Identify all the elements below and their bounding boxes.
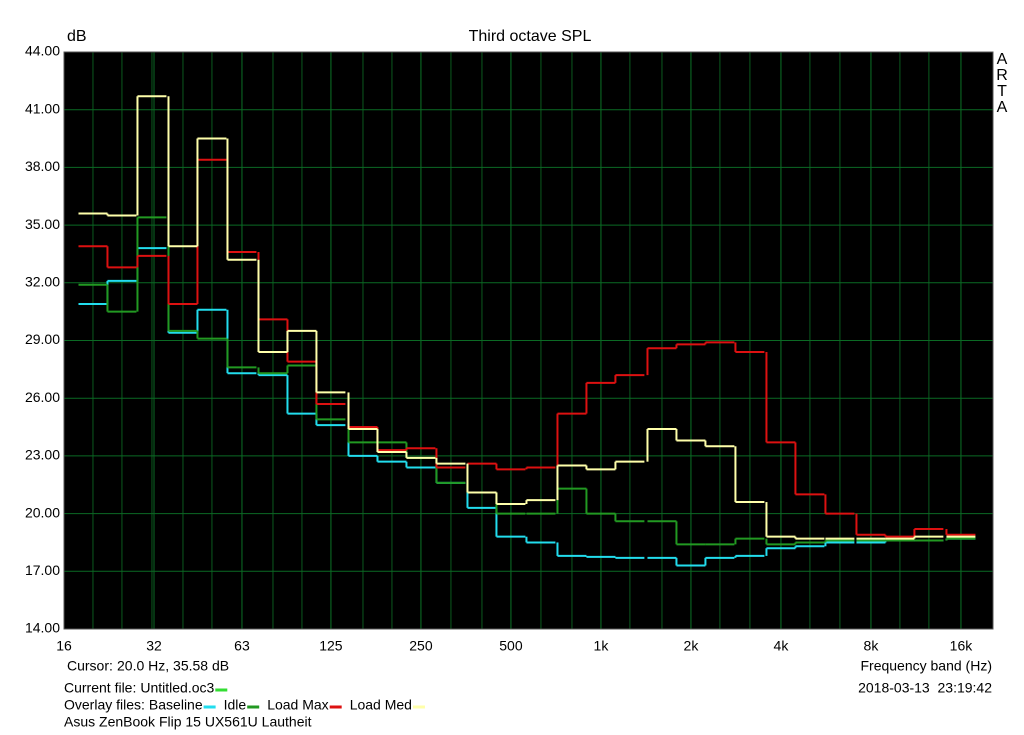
x-tick-label: 4k [774,638,790,654]
y-axis-label: dB [67,28,87,45]
x-tick-label: 500 [499,638,523,654]
x-tick-label: 2k [684,638,700,654]
current-file-name: Untitled.oc3 [140,680,214,696]
chart-title: Third octave SPL [469,28,592,45]
y-tick-label: 29.00 [25,331,60,347]
legend-label: Idle [224,697,247,713]
watermark-letter: A [997,99,1008,116]
x-tick-label: 250 [409,638,433,654]
x-tick-label: 1k [594,638,610,654]
legend-label: Load Med [350,697,412,713]
legend-label: Load Max [267,697,328,713]
x-axis-label: Frequency band (Hz) [860,658,992,674]
x-tick-label: 16k [950,638,974,654]
y-tick-label: 44.00 [25,43,60,59]
current-file-label: Current file: [64,680,136,696]
y-tick-label: 17.00 [25,562,60,578]
y-tick-label: 41.00 [25,100,60,116]
y-tick-label: 35.00 [25,216,60,232]
x-tick-label: 32 [146,638,162,654]
caption: Asus ZenBook Flip 15 UX561U Lautheit [64,714,312,730]
watermark-letter: T [997,83,1007,100]
y-tick-label: 26.00 [25,389,60,405]
y-tick-label: 20.00 [25,504,60,520]
y-tick-label: 23.00 [25,447,60,463]
x-tick-label: 125 [319,638,343,654]
x-tick-label: 8k [864,638,880,654]
x-tick-label: 63 [234,638,250,654]
cursor-readout: 20.0 Hz, 35.58 dB [117,658,229,674]
y-tick-label: 32.00 [25,274,60,290]
watermark-letter: R [996,67,1008,84]
y-tick-label: 38.00 [25,158,60,174]
cursor-label: Cursor: [67,658,113,674]
y-tick-label: 14.00 [25,620,60,636]
timestamp: 2018-03-13 23:19:42 [858,680,992,696]
x-tick-label: 16 [56,638,72,654]
plot-frame [63,51,994,630]
overlay-label: Overlay files: [64,697,145,713]
watermark-letter: A [997,51,1008,68]
legend-label: Baseline [149,697,203,713]
